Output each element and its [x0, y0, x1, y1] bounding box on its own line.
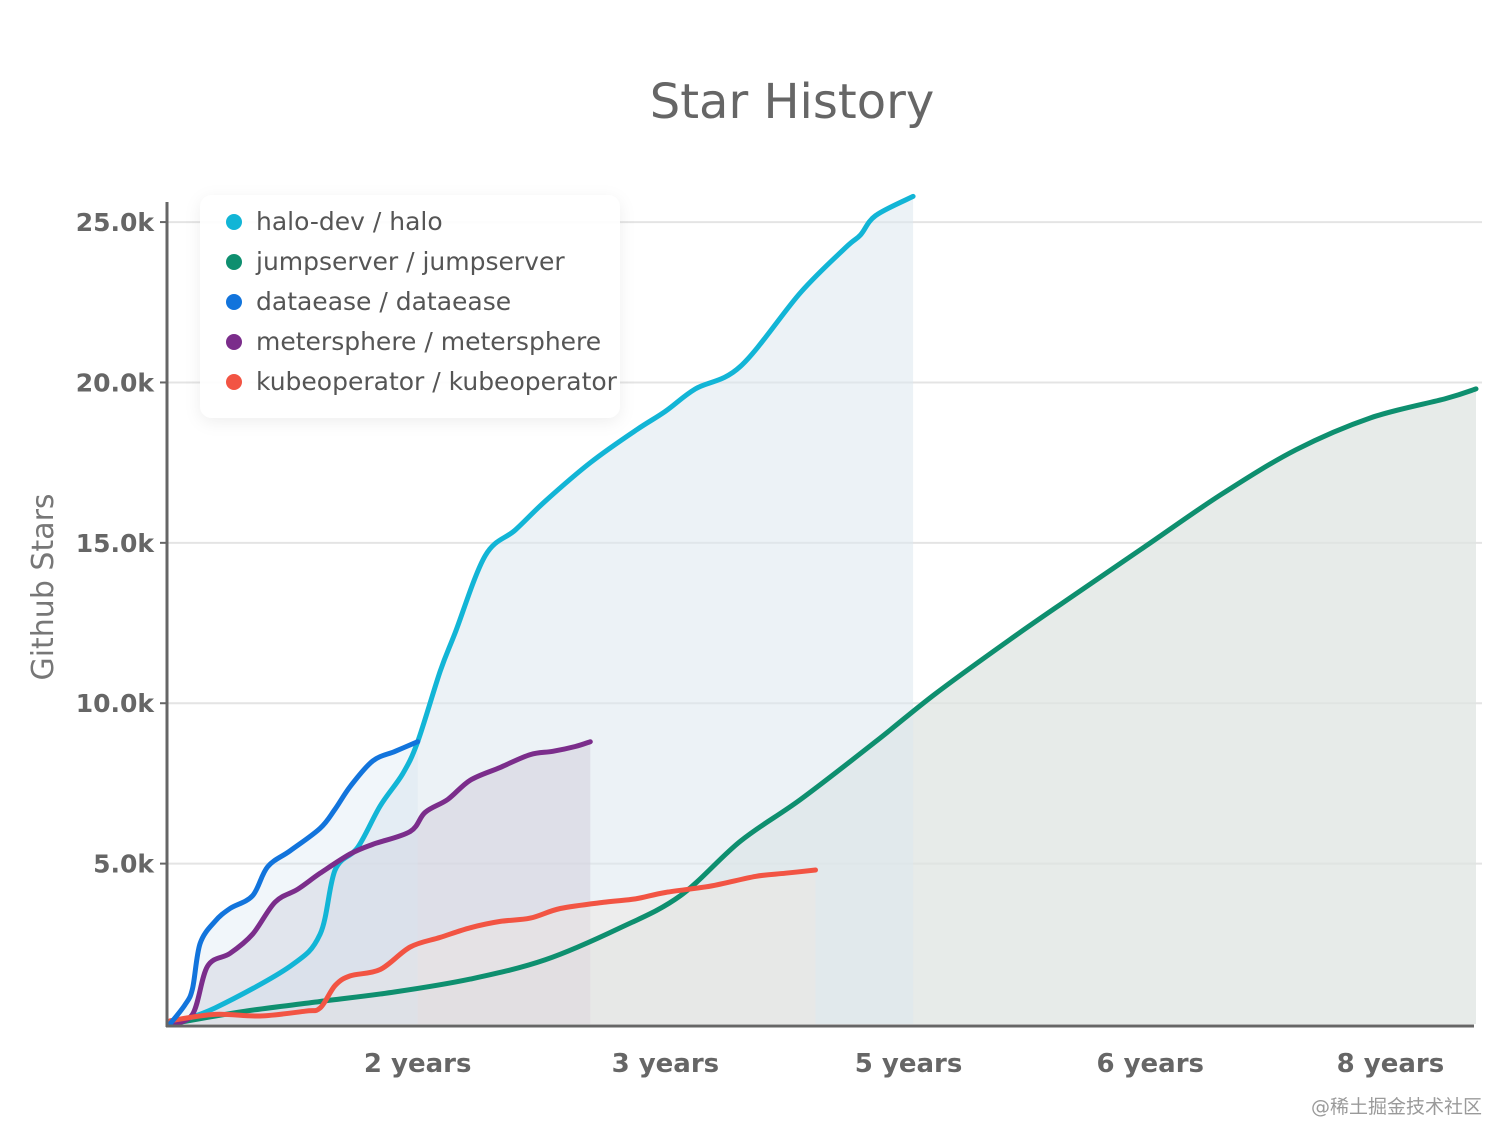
series-line [167, 193, 916, 1027]
legend-label: halo-dev / halo [256, 207, 443, 236]
legend-marker [226, 374, 242, 390]
legend-label: metersphere / metersphere [256, 327, 601, 356]
y-axis-label: Github Stars [26, 493, 61, 680]
legend-label: dataease / dataease [256, 287, 511, 316]
series-line [167, 739, 593, 1027]
watermark: @稀土掘金技术社区 [1311, 1096, 1482, 1118]
series-area [170, 388, 1476, 1024]
y-tick-label: 15.0k [76, 529, 156, 558]
x-tick-label: 2 years [364, 1049, 472, 1079]
chart-title: Star History [650, 74, 934, 130]
legend-marker [226, 214, 242, 230]
y-tick-label: 20.0k [76, 368, 156, 397]
x-tick-label: 8 years [1337, 1049, 1445, 1079]
legend-marker [226, 254, 242, 270]
series-area [170, 741, 591, 1024]
legend-label: kubeoperator / kubeoperator [256, 367, 618, 396]
legend-label: jumpserver / jumpserver [255, 247, 565, 276]
y-tick-label: 5.0k [93, 850, 155, 879]
series-lines [167, 193, 1479, 1027]
legend-marker [226, 294, 242, 310]
series-area [170, 870, 816, 1024]
y-tick-label: 25.0k [76, 208, 156, 237]
series-area [170, 741, 418, 1024]
series-line [167, 386, 1479, 1027]
legend-items: halo-dev / halo jumpserver / jumpserver da… [226, 207, 618, 396]
x-tick-labels: 2 years 3 years 5 years 6 years 8 years [364, 1049, 1444, 1079]
legend: halo-dev / halo jumpserver / jumpserver da… [200, 195, 620, 418]
series-line [167, 867, 818, 1024]
x-tick-label: 5 years [855, 1049, 963, 1079]
legend-box [200, 195, 620, 418]
x-tick-label: 3 years [612, 1049, 720, 1079]
legend-marker [226, 334, 242, 350]
x-tick-label: 6 years [1096, 1049, 1204, 1079]
series-line [167, 739, 421, 1027]
y-tick-labels: 25.0k 20.0k 15.0k 10.0k 5.0k [76, 208, 167, 879]
y-tick-label: 10.0k [76, 689, 156, 718]
series-area [170, 196, 914, 1024]
